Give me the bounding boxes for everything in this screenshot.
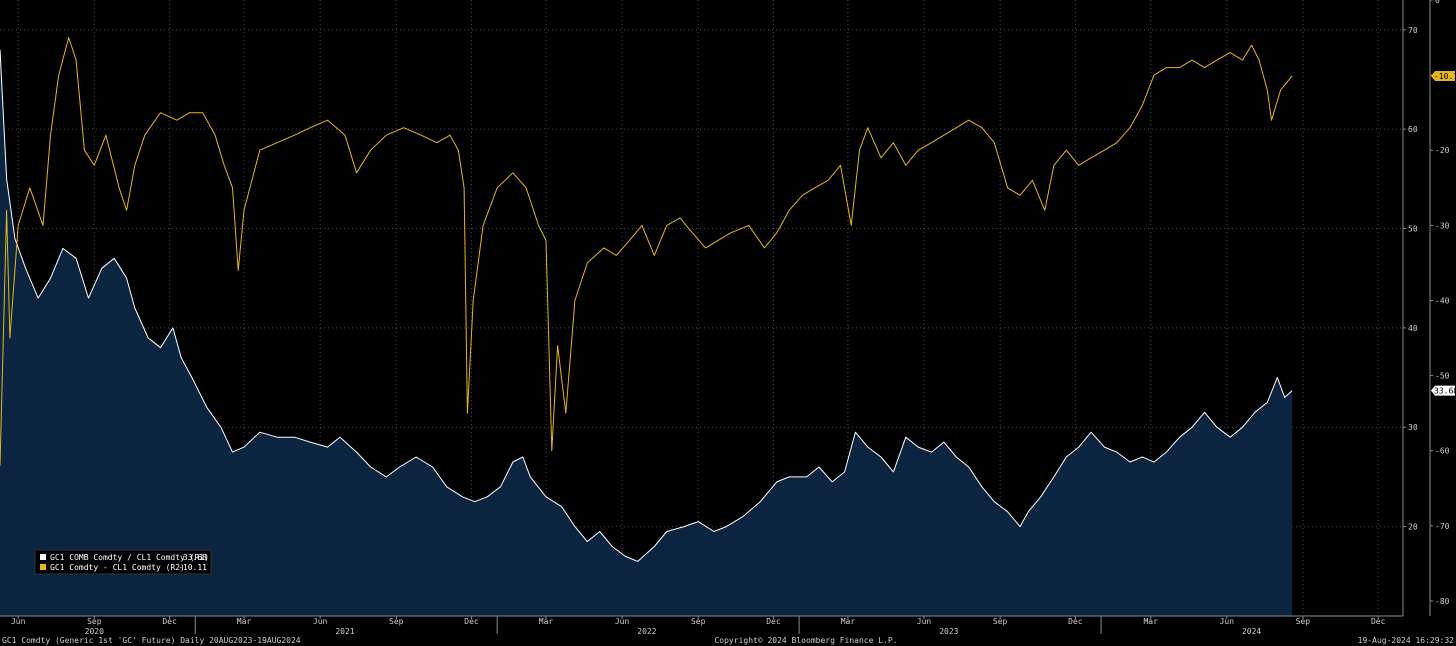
- x-year-label: 2024: [1242, 627, 1261, 636]
- r1-last-value-tag: 33.68: [1431, 385, 1456, 396]
- footer: GC1 Comdty (Generic 1st 'GC' Future) Dai…: [2, 636, 1454, 645]
- r2-tick-label: -70: [1435, 522, 1450, 531]
- x-tick-label: Sep: [691, 617, 706, 626]
- series-line-r1: [0, 49, 1293, 562]
- x-tick-label: Mar: [1143, 617, 1158, 626]
- x-tick-label: Dec: [162, 617, 177, 626]
- x-tick-label: Jun: [1220, 617, 1235, 626]
- x-tick-label: Sep: [87, 617, 102, 626]
- legend: GC1 COMB Comdty / CL1 Comdty (R1) 33.68 …: [34, 549, 212, 575]
- r1-ticks: 20 30 40 50 60 70: [1403, 26, 1418, 532]
- x-tick-label: Dec: [766, 617, 781, 626]
- legend-item-r1: GC1 COMB Comdty / CL1 Comdty (R1) 33.68: [40, 553, 209, 562]
- x-ticks: Jun Sep Dec Mar Jun Sep Dec Mar Jun Sep Dec Mar Jun S…: [11, 616, 1386, 636]
- x-tick-label: Jun: [313, 617, 328, 626]
- legend-label-r1: GC1 COMB Comdty / CL1 Comdty (R1): [50, 553, 209, 562]
- legend-item-r2: GC1 Comdty - CL1 Comdty (R2) -10.11: [40, 563, 207, 572]
- axes: [0, 0, 1431, 617]
- x-tick-label: Mar: [841, 617, 856, 626]
- area-layer: [0, 49, 1293, 616]
- legend-value-r1: 33.68: [183, 553, 207, 562]
- r1-tick-label: 30: [1408, 423, 1418, 432]
- legend-swatch-r1: [40, 554, 46, 560]
- x-tick-label: Jun: [615, 617, 630, 626]
- x-tick-label: Dec: [1371, 617, 1386, 626]
- r2-tick-label: 0: [1435, 0, 1440, 5]
- r2-tick-label: -20: [1435, 146, 1450, 155]
- r1-last-value: 33.68: [1434, 387, 1456, 396]
- x-tick-label: Sep: [1296, 617, 1311, 626]
- r2-last-value-tag: -10.11: [1431, 70, 1456, 81]
- r2-tick-label: -80: [1435, 597, 1450, 606]
- r2-last-value: -10.11: [1434, 72, 1456, 81]
- r2-tick-label: -60: [1435, 447, 1450, 456]
- x-year-label: 2023: [939, 627, 958, 636]
- series-area-r1: [0, 49, 1293, 616]
- x-tick-label: Dec: [1068, 617, 1083, 626]
- r1-tick-label: 40: [1408, 324, 1418, 333]
- x-year-label: 2021: [335, 627, 354, 636]
- series-line-r2: [0, 37, 1293, 466]
- footer-center: Copyright© 2024 Bloomberg Finance L.P.: [714, 636, 897, 645]
- line-layer: [0, 37, 1293, 562]
- x-tick-label: Mar: [539, 617, 554, 626]
- x-year-label: 2022: [637, 627, 656, 636]
- x-tick-label: Jun: [11, 617, 26, 626]
- x-tick-label: Mar: [237, 617, 252, 626]
- r1-tick-label: 70: [1408, 26, 1418, 35]
- legend-box: [34, 549, 212, 575]
- legend-label-r2: GC1 Comdty - CL1 Comdty (R2): [50, 563, 185, 572]
- footer-left: GC1 Comdty (Generic 1st 'GC' Future) Dai…: [2, 636, 301, 645]
- value-tags: 33.68 -10.11: [1431, 70, 1456, 396]
- x-year-label: 2020: [85, 627, 104, 636]
- r1-tick-label: 20: [1408, 523, 1418, 532]
- r2-tick-label: -50: [1435, 372, 1450, 381]
- r2-tick-label: -40: [1435, 296, 1450, 305]
- r1-tick-label: 50: [1408, 225, 1418, 234]
- r2-tick-label: -30: [1435, 221, 1450, 230]
- r1-tick-label: 60: [1408, 125, 1418, 134]
- footer-right: 19-Aug-2024 16:29:32: [1358, 636, 1455, 645]
- x-tick-label: Sep: [993, 617, 1008, 626]
- legend-value-r2: -10.11: [178, 563, 207, 572]
- legend-swatch-r2: [40, 564, 46, 570]
- x-tick-label: Dec: [464, 617, 479, 626]
- x-tick-label: Sep: [389, 617, 404, 626]
- x-tick-label: Jun: [917, 617, 932, 626]
